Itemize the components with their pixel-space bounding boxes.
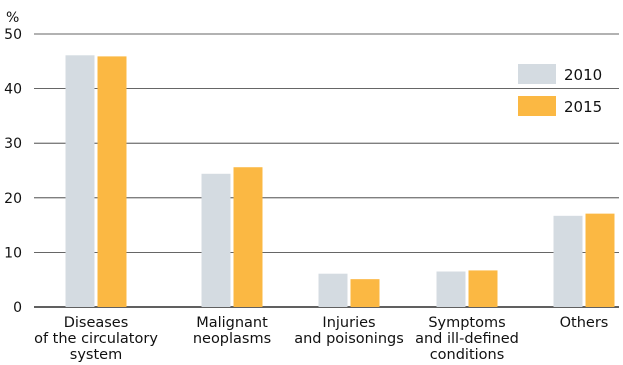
bars bbox=[65, 55, 615, 307]
bar-2010-3 bbox=[436, 271, 466, 307]
legend-label: 2010 bbox=[564, 66, 602, 84]
category-label-line: Diseases bbox=[64, 315, 129, 331]
bar-2015-0 bbox=[97, 56, 127, 307]
bar-2015-2 bbox=[350, 279, 380, 307]
y-tick-label: 20 bbox=[4, 191, 22, 207]
legend-swatch-2010 bbox=[518, 64, 556, 84]
y-axis-ticks: 0 10 20 30 40 50 bbox=[4, 27, 22, 316]
bar-2010-4 bbox=[553, 215, 583, 307]
legend-swatch-2015 bbox=[518, 96, 556, 116]
category-label-line: Malignant bbox=[196, 315, 268, 331]
bar-2015-1 bbox=[233, 167, 263, 307]
bar-2015-3 bbox=[468, 270, 498, 307]
y-tick-label: 50 bbox=[4, 27, 22, 43]
bar-2010-2 bbox=[318, 273, 348, 307]
y-tick-label: 40 bbox=[4, 82, 22, 98]
category-label-line: Symptoms bbox=[428, 315, 505, 331]
bar-2015-4 bbox=[585, 213, 615, 307]
legend: 2010 2015 bbox=[518, 64, 602, 116]
y-tick-label: 10 bbox=[4, 245, 22, 261]
category-label-line: of the circulatory bbox=[34, 331, 158, 347]
category-label-line: system bbox=[70, 347, 122, 363]
bar-2010-0 bbox=[65, 55, 95, 307]
bar-2010-1 bbox=[201, 173, 231, 307]
category-label-line: Injuries bbox=[322, 315, 375, 331]
category-label-line: conditions bbox=[430, 347, 505, 363]
category-label-line: neoplasms bbox=[193, 331, 271, 347]
y-tick-label: 30 bbox=[4, 136, 22, 152]
y-tick-label: 0 bbox=[13, 300, 22, 316]
legend-label: 2015 bbox=[564, 98, 602, 116]
category-label: Others bbox=[560, 315, 609, 331]
y-axis-unit-label: % bbox=[6, 10, 19, 26]
category-label-line: and poisonings bbox=[294, 331, 404, 347]
category-label-line: Others bbox=[560, 315, 609, 331]
category-label-line: and ill-defined bbox=[415, 331, 519, 347]
grid-lines bbox=[34, 33, 619, 308]
